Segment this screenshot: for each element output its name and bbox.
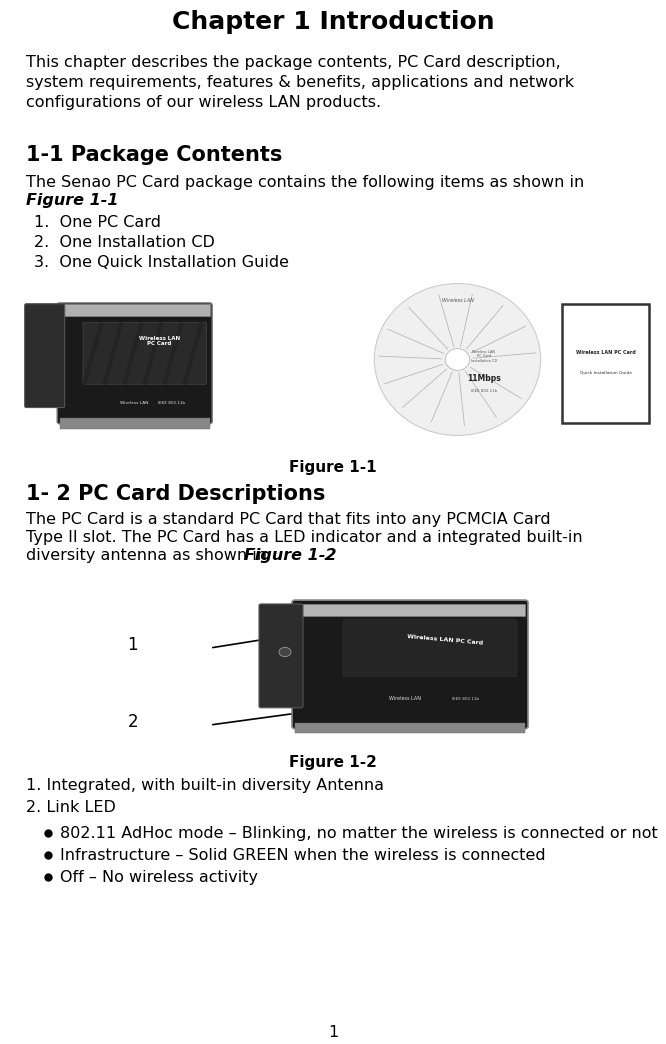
Text: Off – No wireless activity: Off – No wireless activity <box>60 870 258 885</box>
FancyBboxPatch shape <box>25 304 65 407</box>
Text: Wireless LAN PC Card: Wireless LAN PC Card <box>576 350 636 355</box>
Text: 2: 2 <box>127 713 138 731</box>
Text: 3.  One Quick Installation Guide: 3. One Quick Installation Guide <box>34 255 289 270</box>
Text: 1: 1 <box>328 1025 338 1040</box>
Ellipse shape <box>374 284 541 435</box>
Text: This chapter describes the package contents, PC Card description,
system require: This chapter describes the package conte… <box>26 55 574 110</box>
Text: The PC Card is a standard PC Card that fits into any PCMCIA Card: The PC Card is a standard PC Card that f… <box>26 512 551 527</box>
Text: 1: 1 <box>127 636 138 654</box>
Text: IEEE 802.11b: IEEE 802.11b <box>158 401 185 405</box>
Text: 11Mbps: 11Mbps <box>467 374 501 382</box>
Text: Chapter 1 Introduction: Chapter 1 Introduction <box>172 10 494 34</box>
Text: Figure 1-1: Figure 1-1 <box>289 460 377 475</box>
FancyBboxPatch shape <box>83 323 206 384</box>
FancyBboxPatch shape <box>292 600 528 729</box>
Text: Wireless LAN: Wireless LAN <box>389 696 421 701</box>
Text: Wireless LAN: Wireless LAN <box>442 299 474 303</box>
Text: Wireless LAN
PC Card: Wireless LAN PC Card <box>139 335 180 347</box>
Text: IEEE 802.11b: IEEE 802.11b <box>471 388 497 393</box>
Text: Type II slot. The PC Card has a LED indicator and a integrated built-in: Type II slot. The PC Card has a LED indi… <box>26 530 583 545</box>
Text: 1-1 Package Contents: 1-1 Package Contents <box>26 145 282 165</box>
Text: 1. Integrated, with built-in diversity Antenna: 1. Integrated, with built-in diversity A… <box>26 778 384 793</box>
Text: Infrastructure – Solid GREEN when the wireless is connected: Infrastructure – Solid GREEN when the wi… <box>60 848 545 863</box>
FancyBboxPatch shape <box>259 603 303 708</box>
Text: diversity antenna as shown in: diversity antenna as shown in <box>26 548 272 563</box>
Text: 2.  One Installation CD: 2. One Installation CD <box>34 235 215 250</box>
Text: Figure 1-1: Figure 1-1 <box>26 193 119 208</box>
Text: 2. Link LED: 2. Link LED <box>26 800 116 815</box>
Text: IEEE 802.11b: IEEE 802.11b <box>452 696 478 701</box>
Text: Wireless LAN
PC Card
Installation CD: Wireless LAN PC Card Installation CD <box>471 350 497 363</box>
FancyBboxPatch shape <box>57 303 212 424</box>
Text: 1- 2 PC Card Descriptions: 1- 2 PC Card Descriptions <box>26 484 326 504</box>
Bar <box>60 304 210 316</box>
Text: .: . <box>322 548 327 563</box>
Ellipse shape <box>446 349 470 371</box>
Text: Wireless LAN: Wireless LAN <box>121 401 149 405</box>
Circle shape <box>279 647 291 657</box>
Text: Figure 1-2: Figure 1-2 <box>244 548 336 563</box>
Bar <box>295 603 525 616</box>
Text: The Senao PC Card package contains the following items as shown in: The Senao PC Card package contains the f… <box>26 175 584 190</box>
Bar <box>295 723 525 733</box>
Text: 802.11 AdHoc mode – Blinking, no matter the wireless is connected or not: 802.11 AdHoc mode – Blinking, no matter … <box>60 826 658 841</box>
Text: Figure 1-2: Figure 1-2 <box>289 755 377 770</box>
Text: Wireless LAN PC Card: Wireless LAN PC Card <box>407 634 483 645</box>
Text: 1.  One PC Card: 1. One PC Card <box>34 215 161 230</box>
Bar <box>60 419 210 429</box>
FancyBboxPatch shape <box>343 619 517 677</box>
Text: Quick Installation Guide: Quick Installation Guide <box>580 371 632 375</box>
